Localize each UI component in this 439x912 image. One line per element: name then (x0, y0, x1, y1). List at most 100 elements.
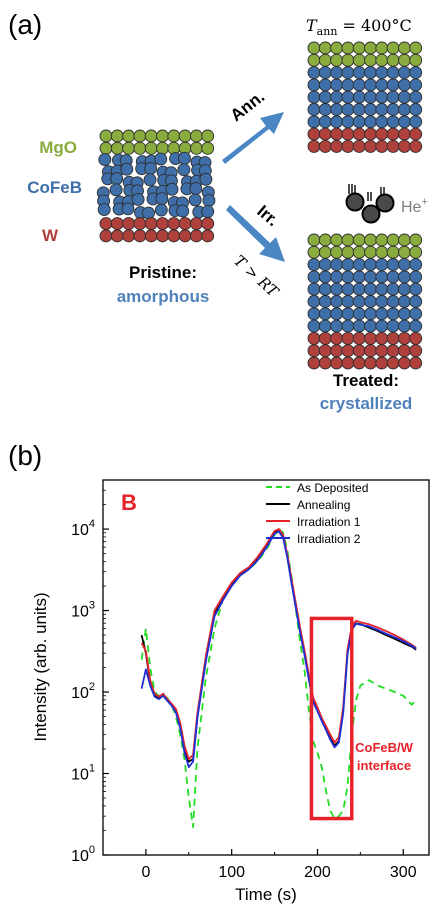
mgo-atom (375, 245, 389, 259)
cofeb-atom (364, 295, 377, 308)
helium-ion-label: He+ (401, 196, 428, 216)
cofeb-atom (330, 307, 344, 321)
cofeb-atom (143, 173, 157, 187)
w-atom (397, 356, 411, 370)
w-atom (307, 344, 321, 358)
cofeb-atom (318, 78, 332, 92)
y-axis-title: Intensity (arb. units) (31, 592, 50, 741)
cofeb-atom (352, 66, 366, 80)
cofeb-layer-label: CoFeB (27, 178, 82, 197)
mgo-atom (189, 129, 203, 143)
cofeb-atom (397, 78, 411, 92)
w-atom (307, 127, 321, 141)
cofeb-atom (154, 152, 168, 166)
cofeb-atom (318, 66, 332, 80)
interface-highlight-box (309, 616, 354, 821)
cofeb-atom (330, 282, 344, 296)
cofeb-atom (307, 270, 321, 284)
cofeb-atom (341, 307, 355, 321)
cofeb-atom (364, 307, 377, 321)
mgo-atom (144, 141, 158, 155)
cofeb-atom (409, 258, 423, 272)
cofeb-atom (375, 258, 389, 272)
mgo-atom (352, 53, 366, 67)
w-atom (110, 229, 124, 243)
cofeb-atom (330, 270, 344, 284)
w-atom (178, 229, 192, 243)
w-atom (386, 356, 400, 370)
cofeb-atom (144, 161, 158, 175)
cofeb-atom (352, 78, 366, 92)
annealed-layer-stack (307, 41, 423, 153)
cofeb-atom (341, 66, 355, 80)
cofeb-atom (155, 192, 169, 206)
irradiation-temperature-condition: T > RT (230, 252, 282, 302)
mgo-atom (364, 53, 377, 67)
pristine-layer-stack (96, 129, 216, 243)
cofeb-atom (386, 258, 400, 272)
cofeb-atom (307, 319, 321, 333)
x-tick-label: 200 (304, 864, 331, 881)
cofeb-atom (189, 182, 203, 196)
cofeb-atom (165, 182, 179, 196)
w-atom (99, 217, 113, 231)
y-tick-label: 102 (71, 681, 95, 702)
w-atom (375, 127, 389, 141)
cofeb-atom (409, 90, 423, 104)
mgo-atom (307, 53, 321, 67)
w-atom (341, 127, 355, 141)
cofeb-atom (307, 307, 321, 321)
cofeb-atom (330, 258, 344, 272)
cofeb-atom (397, 258, 411, 272)
helium-ion-icon (345, 184, 395, 224)
cofeb-atom (375, 90, 389, 104)
annealing-temperature: Tann = 400°C (306, 16, 412, 38)
w-atom (386, 139, 400, 153)
mgo-atom (375, 53, 389, 67)
cofeb-atom (109, 183, 123, 197)
mgo-atom (133, 141, 147, 155)
w-atom (156, 217, 169, 231)
w-layer-label: W (42, 226, 59, 245)
cofeb-atom (375, 66, 389, 80)
cofeb-atom (375, 307, 389, 321)
cofeb-atom (330, 319, 344, 333)
mgo-atom (99, 129, 113, 143)
irradiation-arrow-label: Irr. (253, 202, 282, 231)
w-atom (409, 356, 423, 370)
w-atom (386, 127, 400, 141)
cofeb-atom (341, 78, 355, 92)
cofeb-atom (352, 282, 366, 296)
w-atom (375, 356, 389, 370)
cofeb-atom (142, 206, 155, 220)
w-atom (397, 331, 411, 345)
x-tick-label: 300 (390, 864, 417, 881)
cofeb-atom (188, 193, 202, 207)
w-atom (189, 229, 203, 243)
mgo-atom (122, 141, 136, 155)
cofeb-atom (352, 258, 366, 272)
cofeb-atom (341, 295, 355, 308)
cofeb-atom (121, 202, 135, 216)
mgo-atom (133, 129, 147, 143)
w-atom (307, 331, 321, 345)
cofeb-atom (386, 103, 400, 116)
mgo-atom (156, 141, 169, 155)
cofeb-atom (352, 90, 366, 104)
mgo-atom (409, 245, 423, 259)
mgo-atom (409, 41, 423, 55)
legend-label-annealing: Annealing (297, 498, 350, 512)
w-atom (364, 127, 377, 141)
mgo-atom (386, 245, 400, 259)
cofeb-atom (352, 295, 366, 308)
cofeb-atom (341, 103, 355, 116)
cofeb-atom (307, 78, 321, 92)
cofeb-atom (307, 103, 321, 116)
cofeb-atom (409, 295, 423, 308)
mgo-atom (167, 129, 181, 143)
w-atom (341, 356, 355, 370)
cofeb-atom (409, 282, 423, 296)
w-atom (307, 139, 321, 153)
w-atom (352, 139, 366, 153)
panel-b-label: (b) (8, 440, 42, 471)
